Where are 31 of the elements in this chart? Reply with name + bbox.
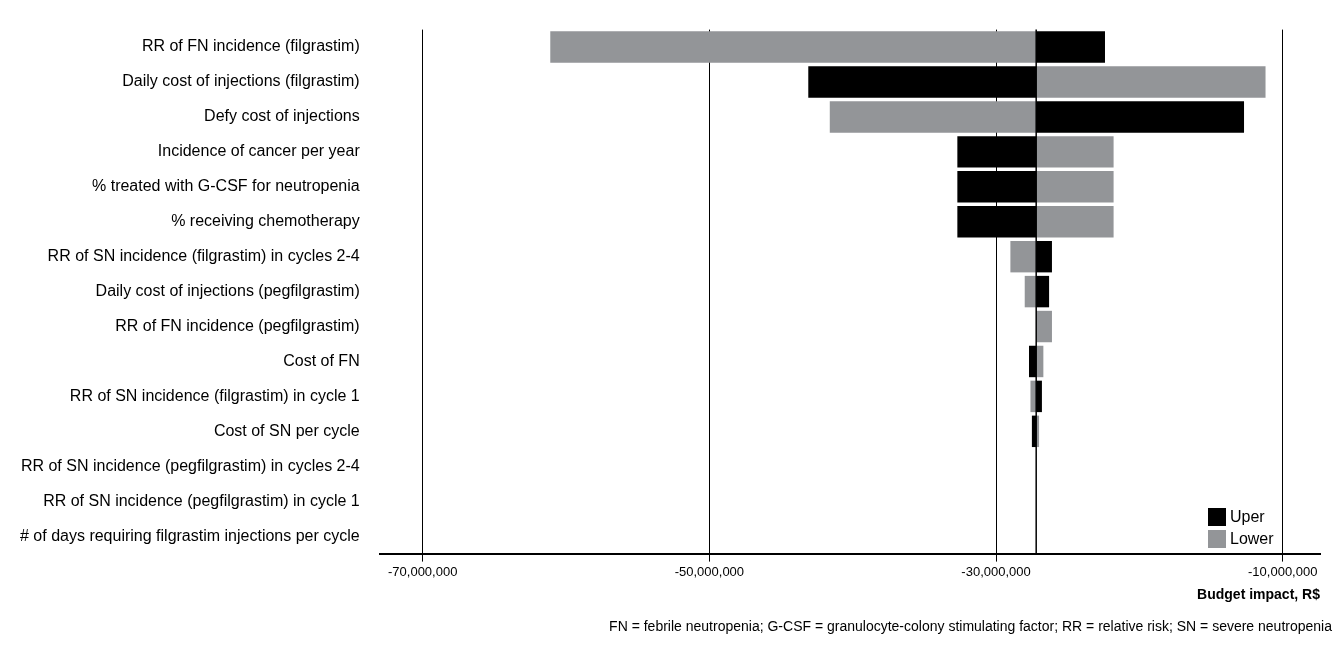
bar: [1036, 206, 1114, 238]
x-tick-label: -30,000,000: [961, 563, 1031, 579]
y-tick-label: RR of SN incidence (filgrastim) in cycle 1: [69, 386, 360, 404]
y-tick-label: RR of FN incidence (pegfilgrastim): [115, 316, 360, 334]
y-tick-label: Cost of SN per cycle: [213, 421, 360, 439]
legend-label: Uper: [1230, 508, 1265, 526]
x-tick-label: -10,000,000: [1248, 563, 1318, 579]
text: FN = febrile neutropenia; G-CSF = granulocyte-colony stimulating factor; RR = relative risk; SN = severe neutropenia: [608, 618, 1333, 634]
y-tick-label: Incidence of cancer per year: [157, 142, 361, 160]
bar: [1036, 310, 1052, 343]
bar: [1036, 171, 1114, 203]
bar: [1036, 136, 1114, 168]
x-tick-label: -70,000,000: [388, 563, 458, 579]
bar: [1036, 66, 1266, 98]
y-tick-label: Daily cost of injections (filgrastim): [122, 72, 360, 90]
x-axis-title: Budget impact, R$: [1197, 586, 1321, 603]
legend-label: Lower: [1230, 530, 1274, 548]
y-tick-label: Daily cost of injections (pegfilgrastim): [95, 282, 360, 300]
bar: [829, 101, 1037, 133]
y-tick-label: RR of SN incidence (filgrastim) in cycles 2-4: [47, 247, 360, 265]
y-tick-label: RR of FN incidence (filgrastim): [141, 37, 360, 55]
y-tick-label: % treated with G-CSF for neutropenia: [92, 177, 360, 195]
y-tick-label: # of days requiring filgrastim injections per cycle: [20, 526, 360, 544]
x-tick-label: -50,000,000: [674, 563, 745, 579]
y-tick-label: Defy cost of injections: [204, 107, 360, 125]
bar: [550, 31, 1037, 63]
y-tick-label: RR of SN incidence (pegfilgrastim) in cycle 1: [43, 491, 360, 509]
y-tick-label: % receiving chemotherapy: [171, 212, 360, 230]
y-tick-label: Cost of FN: [283, 351, 360, 369]
bar: [1010, 240, 1037, 273]
y-tick-label: RR of SN incidence (pegfilgrastim) in cycles 2-4: [20, 456, 360, 474]
